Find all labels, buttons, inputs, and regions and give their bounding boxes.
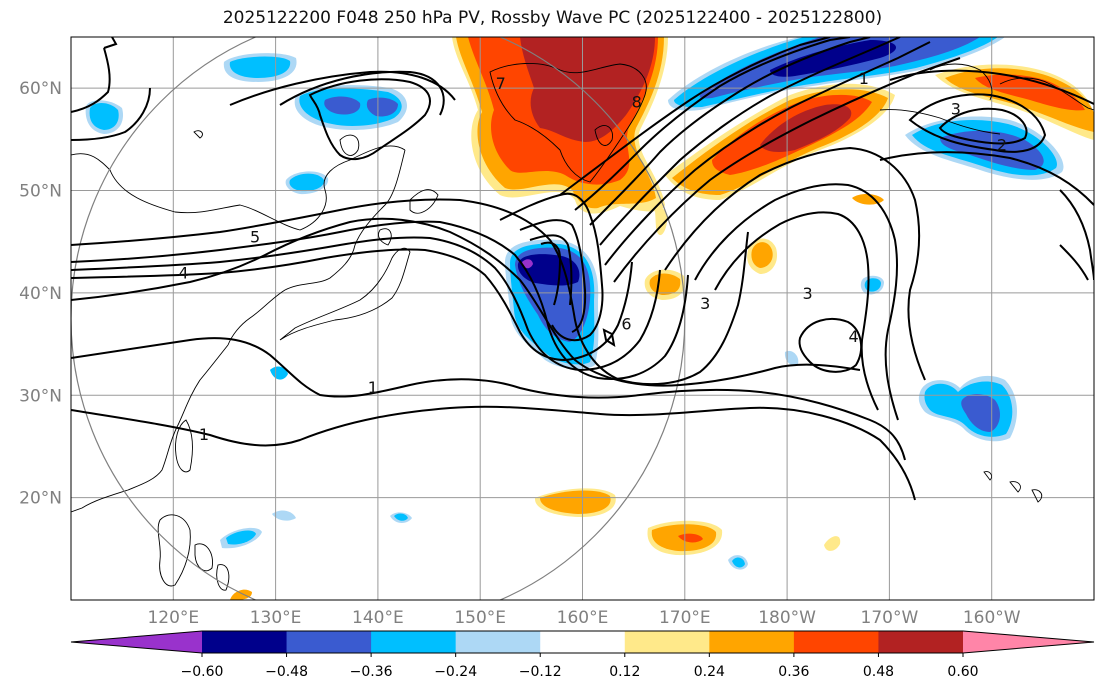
contour-label: 1: [859, 69, 869, 88]
map-plot-area: 7 8 1 3 2 5 4 6 3 3 4 1 1: [71, 37, 1094, 600]
colorbar-tick-label: 0.24: [694, 664, 725, 680]
colorbar-segment: [624, 631, 710, 653]
contour-label: 8: [632, 92, 642, 111]
longitude-label: 120°E: [147, 608, 199, 628]
latitude-label: 40°N: [19, 284, 62, 304]
colorbar-segment: [540, 631, 626, 653]
colorbar-segment: [793, 631, 879, 653]
contour-label: 7: [496, 74, 506, 93]
longitude-tick-labels: 120°E 130°E 140°E 150°E 160°E 170°E 180°W 170°W…: [147, 608, 1020, 628]
colorbar-tick-label: −0.60: [181, 664, 224, 680]
colorbar-extend-high: [963, 631, 1094, 653]
lat-lon-grid: [71, 37, 1094, 600]
longitude-label: 180°W: [758, 608, 816, 628]
longitude-label: 150°E: [454, 608, 506, 628]
contour-label: 4: [178, 263, 188, 282]
colorbar-tick-label: −0.24: [434, 664, 477, 680]
longitude-label: 170°W: [861, 608, 919, 628]
coastlines: [71, 62, 1094, 591]
colorbar-tick-label: 0.12: [609, 664, 640, 680]
latitude-label: 60°N: [19, 79, 62, 99]
colorbar-segment: [286, 631, 372, 653]
colorbar-segment: [878, 631, 964, 653]
plot-frame: [70, 36, 1095, 601]
colorbar-tick-label: 0.36: [778, 664, 809, 680]
latitude-tick-labels: 20°N 30°N 40°N 50°N 60°N: [19, 79, 62, 508]
latitude-label: 50°N: [19, 182, 62, 202]
map-title: 2025122200 F048 250 hPa PV, Rossby Wave …: [222, 8, 883, 28]
colorbar-segment: [709, 631, 795, 653]
colorbar: −0.60 −0.48 −0.36 −0.24 −0.12 0.12 0.24 0.36 0.4…: [70, 630, 1095, 680]
longitude-label: 170°E: [659, 608, 711, 628]
colorbar-tick-label: 0.48: [863, 664, 894, 680]
contour-label: 2: [997, 135, 1007, 154]
latitude-label: 20°N: [19, 489, 62, 509]
pc-contour-lines: [71, 37, 1094, 501]
latitude-label: 30°N: [19, 386, 62, 406]
longitude-label: 160°W: [963, 608, 1021, 628]
colorbar-segment: [455, 631, 541, 653]
longitude-label: 160°E: [557, 608, 609, 628]
colorbar-tick-label: −0.36: [350, 664, 393, 680]
pc-contour-labels: 7 8 1 3 2 5 4 6 3 3 4 1 1: [178, 69, 1007, 444]
colorbar-extend-low: [71, 631, 202, 653]
reference-circle: [71, 37, 686, 600]
contour-label: 3: [951, 100, 961, 119]
colorbar-segment: [202, 631, 288, 653]
pv-anomaly-shading: [85, 37, 1094, 600]
colorbar-tick-label: 0.60: [947, 664, 978, 680]
contour-label: 1: [368, 378, 378, 397]
contour-label: 3: [700, 294, 710, 313]
colorbar-segment: [371, 631, 457, 653]
longitude-label: 130°E: [250, 608, 302, 628]
colorbar-tick-label: −0.12: [519, 664, 562, 680]
colorbar-tick-label: −0.48: [265, 664, 308, 680]
contour-label: 1: [199, 425, 209, 444]
contour-label: 4: [849, 327, 859, 346]
longitude-label: 140°E: [352, 608, 404, 628]
contour-label: 5: [250, 228, 260, 247]
contour-label: 6: [621, 315, 631, 334]
contour-label: 3: [802, 284, 812, 303]
